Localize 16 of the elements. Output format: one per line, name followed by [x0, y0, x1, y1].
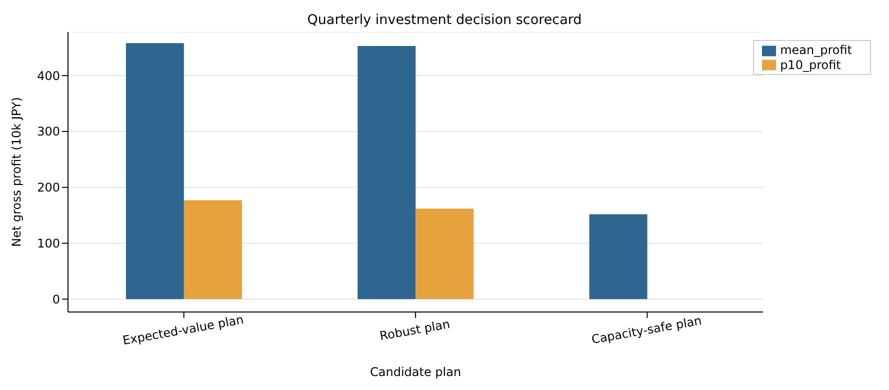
- bar: [358, 46, 416, 300]
- y-tick-label: 200: [37, 180, 60, 195]
- legend-label: p10_profit: [780, 58, 841, 72]
- y-axis-title: Net gross profit (10k JPY): [9, 97, 24, 247]
- legend-label: mean_profit: [780, 43, 852, 57]
- bar: [589, 214, 648, 300]
- y-tick-label: 0: [52, 292, 60, 306]
- bar: [416, 208, 474, 300]
- bar: [126, 43, 184, 300]
- y-tick-label: 400: [37, 68, 60, 83]
- chart-title: Quarterly investment decision scorecard: [306, 11, 583, 30]
- x-tick-label: Robust plan: [378, 317, 452, 344]
- x-axis-title: Candidate plan: [370, 365, 462, 379]
- y-tick-label: 100: [37, 236, 60, 251]
- bar: [184, 200, 242, 300]
- y-tick-label: 300: [37, 124, 60, 139]
